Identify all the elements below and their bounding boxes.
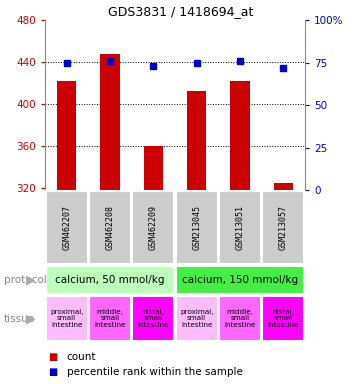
Text: GSM462209: GSM462209 <box>149 205 158 250</box>
Bar <box>57 81 77 190</box>
Text: calcium, 150 mmol/kg: calcium, 150 mmol/kg <box>182 275 298 285</box>
Text: tissue: tissue <box>4 313 35 323</box>
Text: GSM462208: GSM462208 <box>105 205 114 250</box>
Bar <box>46 266 174 294</box>
Text: proximal,
small
intestine: proximal, small intestine <box>180 309 213 328</box>
Bar <box>132 191 174 264</box>
Bar <box>262 191 304 264</box>
Bar <box>46 296 88 341</box>
Bar <box>230 81 250 190</box>
Text: GSM213051: GSM213051 <box>235 205 244 250</box>
Bar <box>219 296 261 341</box>
Text: ▶: ▶ <box>26 312 35 325</box>
Bar <box>262 296 304 341</box>
Bar <box>187 91 206 190</box>
Bar <box>132 296 174 341</box>
Bar <box>89 296 131 341</box>
Text: calcium, 50 mmol/kg: calcium, 50 mmol/kg <box>55 275 165 285</box>
Bar <box>89 191 131 264</box>
Text: GSM213057: GSM213057 <box>279 205 288 250</box>
Text: count: count <box>67 352 96 362</box>
Text: GDS3831 / 1418694_at: GDS3831 / 1418694_at <box>108 5 253 18</box>
Bar <box>274 183 293 190</box>
Bar <box>144 146 163 190</box>
Text: middle,
small
intestine: middle, small intestine <box>224 309 256 328</box>
Bar <box>219 191 261 264</box>
Text: ■: ■ <box>49 367 58 377</box>
Text: distal,
small
intestine: distal, small intestine <box>268 309 299 328</box>
Text: GSM213045: GSM213045 <box>192 205 201 250</box>
Bar <box>176 191 218 264</box>
Bar <box>100 54 120 190</box>
Bar <box>176 266 304 294</box>
Text: proximal,
small
intestine: proximal, small intestine <box>50 309 83 328</box>
Text: middle,
small
intestine: middle, small intestine <box>94 309 126 328</box>
Bar <box>176 296 218 341</box>
Text: percentile rank within the sample: percentile rank within the sample <box>67 367 243 377</box>
Bar <box>46 191 88 264</box>
Text: ■: ■ <box>49 352 58 362</box>
Text: GSM462207: GSM462207 <box>62 205 71 250</box>
Text: ▶: ▶ <box>26 273 35 286</box>
Text: protocol: protocol <box>4 275 46 285</box>
Text: distal,
small
intestine: distal, small intestine <box>138 309 169 328</box>
